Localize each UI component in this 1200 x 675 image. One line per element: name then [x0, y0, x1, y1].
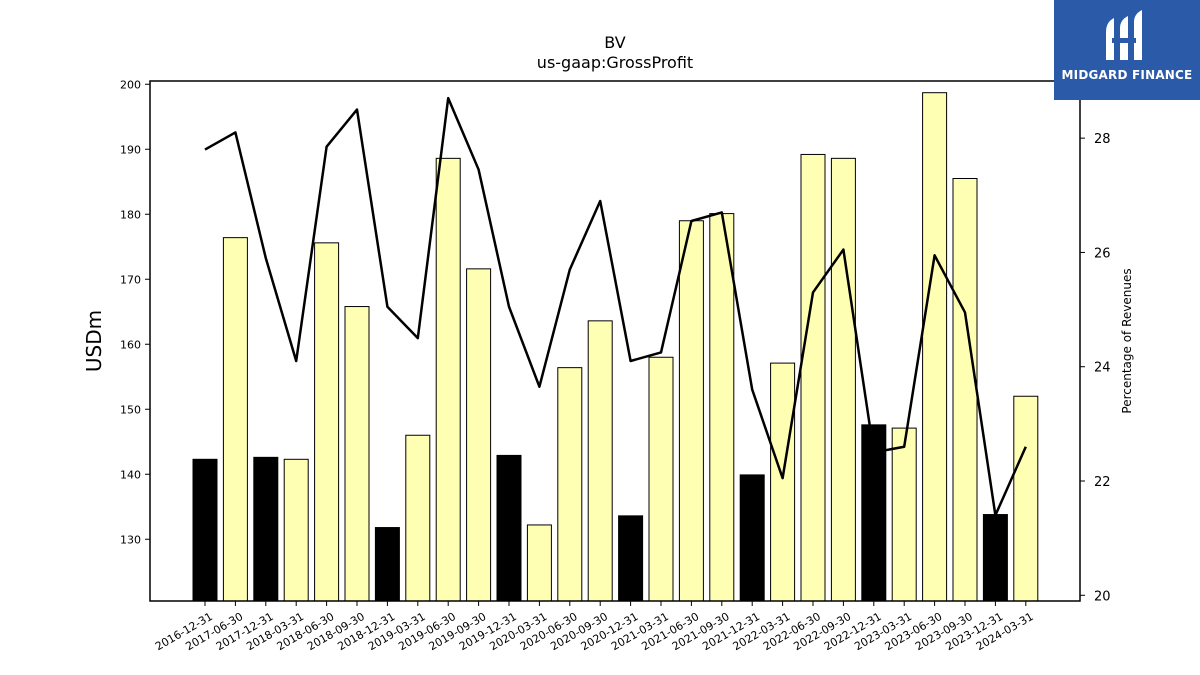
line-percentage-of-revenues — [204, 96, 1027, 517]
midgard-logo-icon — [1106, 10, 1142, 60]
y2-tick-label: 26 — [1094, 246, 1111, 261]
bar — [648, 356, 674, 602]
brand-logo: MIDGARD FINANCE — [1054, 0, 1200, 100]
y2-tick-label: 24 — [1094, 361, 1111, 376]
logo-text: MIDGARD FINANCE — [1061, 68, 1193, 82]
y2-tick-label: 22 — [1094, 475, 1111, 490]
y2-tick-label: 20 — [1094, 589, 1111, 604]
bar — [374, 527, 400, 602]
bar — [678, 220, 704, 602]
bar — [709, 213, 735, 602]
bar — [830, 157, 856, 602]
bar — [496, 454, 522, 602]
y-tick-label: 200 — [120, 78, 141, 91]
y2-axis-label: Percentage of Revenues — [1120, 268, 1134, 413]
bar — [314, 242, 340, 602]
plot-frame — [149, 80, 1081, 602]
bar — [800, 153, 826, 602]
bar — [557, 367, 583, 602]
bar — [587, 320, 613, 602]
y-tick-label: 140 — [120, 468, 141, 481]
bar — [952, 178, 978, 602]
y-tick-label: 160 — [120, 338, 141, 351]
bar — [526, 524, 552, 602]
bar — [283, 458, 309, 602]
bar — [405, 434, 431, 602]
bar — [739, 474, 765, 602]
bar — [770, 362, 796, 602]
bar — [435, 157, 461, 602]
bar-series — [192, 92, 1039, 602]
bar — [861, 424, 887, 602]
chart-title: BV — [604, 33, 625, 52]
chart-subtitle: us-gaap:GrossProfit — [537, 53, 693, 72]
bar — [891, 427, 917, 602]
bar — [222, 237, 248, 602]
line-series — [204, 96, 1027, 517]
y-tick-label: 170 — [120, 273, 141, 286]
y-tick-label: 130 — [120, 533, 141, 546]
y-tick-label: 190 — [120, 143, 141, 156]
bar — [922, 92, 948, 602]
y-axis-label: USDm — [82, 310, 106, 372]
bar — [253, 456, 279, 602]
bar — [466, 268, 492, 602]
bar — [192, 458, 218, 602]
y2-tick-label: 28 — [1094, 132, 1111, 147]
bar — [1013, 395, 1039, 602]
y-tick-label: 180 — [120, 208, 141, 221]
bar — [344, 306, 370, 602]
bar — [982, 514, 1008, 602]
bar — [618, 515, 644, 602]
y-tick-label: 150 — [120, 403, 141, 416]
